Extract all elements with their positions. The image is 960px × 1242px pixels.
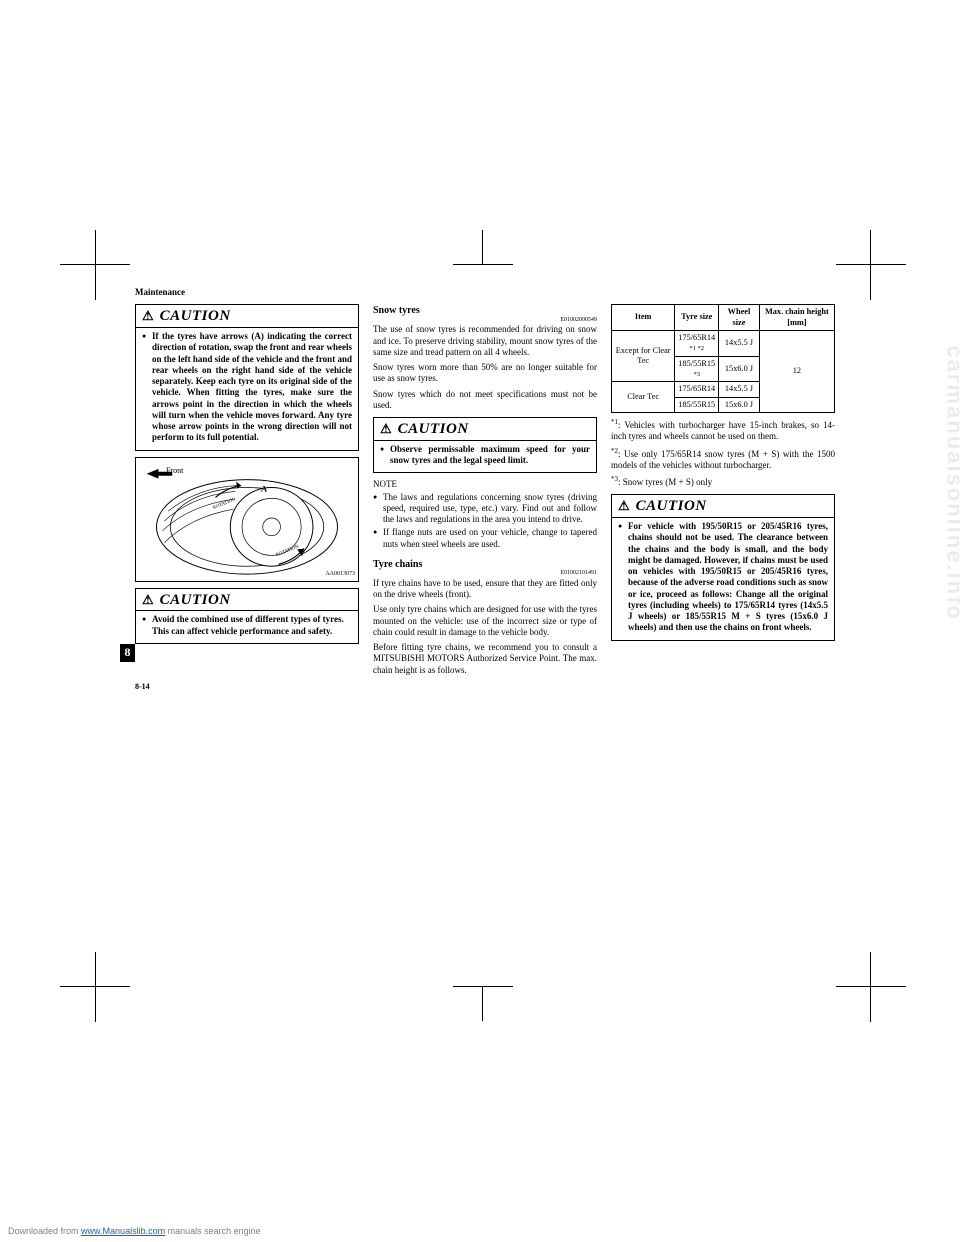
footnotes: *1: Vehicles with turbocharger have 15-i… xyxy=(611,418,835,488)
caution-box-4: ⚠ CAUTION For vehicle with 195/50R15 or … xyxy=(611,494,835,640)
caution-item: If the tyres have arrows (A) indicating … xyxy=(142,331,352,444)
table-header: Max. chain height [mm] xyxy=(759,305,834,331)
crop-mark xyxy=(482,986,483,1021)
note-label: NOTE xyxy=(373,479,597,490)
page-header: Maintenance xyxy=(135,287,835,298)
footnote: *2: Use only 175/65R14 snow tyres (M + S… xyxy=(611,447,835,472)
caution-box-1: ⚠ CAUTION If the tyres have arrows (A) i… xyxy=(135,304,359,450)
caution-box-2: ⚠ CAUTION Avoid the combined use of diff… xyxy=(135,588,359,644)
tyre-chains-code: E01002101491 xyxy=(373,570,597,578)
table-cell: 15x6.0 J xyxy=(719,397,760,412)
caution-box-3: ⚠ CAUTION Observe permissable maximum sp… xyxy=(373,417,597,473)
chapter-tab: 8 xyxy=(120,644,135,662)
warning-triangle-icon: ⚠ xyxy=(142,593,154,606)
body-paragraph: Snow tyres which do not meet specificati… xyxy=(373,389,597,412)
caution-item: Avoid the combined use of different type… xyxy=(142,614,352,637)
crop-mark xyxy=(836,986,906,987)
tyre-spec-table: Item Tyre size Wheel size Max. chain hei… xyxy=(611,304,835,413)
table-cell: Except for Clear Tec xyxy=(612,330,675,381)
caution-title: CAUTION xyxy=(636,497,707,516)
crop-mark xyxy=(95,952,96,1022)
bottom-watermark: Downloaded from www.Manualslib.com manua… xyxy=(8,1226,261,1236)
footnote: *1: Vehicles with turbocharger have 15-i… xyxy=(611,418,835,443)
body-paragraph: If tyre chains have to be used, ensure t… xyxy=(373,578,597,601)
tyre-illustration: A ROTATION ROTATION xyxy=(136,458,358,581)
crop-mark xyxy=(453,986,513,987)
column-1: ⚠ CAUTION If the tyres have arrows (A) i… xyxy=(135,304,359,680)
caution-item: Observe permissable maximum speed for yo… xyxy=(380,444,590,467)
table-cell: 175/65R14 xyxy=(675,382,719,397)
watermark-suffix: manuals search engine xyxy=(165,1226,261,1236)
table-header: Wheel size xyxy=(719,305,760,331)
body-paragraph: Snow tyres worn more than 50% are no lon… xyxy=(373,362,597,385)
caution-title: CAUTION xyxy=(398,420,469,439)
manualslib-link[interactable]: www.Manualslib.com xyxy=(81,1226,165,1236)
column-3: Item Tyre size Wheel size Max. chain hei… xyxy=(611,304,835,680)
figure-code: AA0013073 xyxy=(325,571,355,579)
side-watermark: carmanualsonline.info xyxy=(941,346,960,622)
footnote: *3: Snow tyres (M + S) only xyxy=(611,475,835,488)
body-paragraph: The use of snow tyres is recommended for… xyxy=(373,324,597,358)
figure-a-label: A xyxy=(261,483,268,493)
warning-triangle-icon: ⚠ xyxy=(618,499,630,512)
snow-tyres-code: E01002000549 xyxy=(373,317,597,325)
table-cell: 15x6.0 J xyxy=(719,356,760,382)
crop-mark xyxy=(836,264,906,265)
tyre-rotation-figure: A ROTATION ROTATION Front AA0013073 xyxy=(135,457,359,582)
snow-tyres-title: Snow tyres xyxy=(373,305,420,318)
caution-title: CAUTION xyxy=(160,307,231,326)
warning-triangle-icon: ⚠ xyxy=(142,309,154,322)
tyre-chains-title: Tyre chains xyxy=(373,559,422,572)
caution-title: CAUTION xyxy=(160,591,231,610)
table-cell: Clear Tec xyxy=(612,382,675,413)
crop-mark xyxy=(453,264,513,265)
watermark-prefix: Downloaded from xyxy=(8,1226,81,1236)
crop-mark xyxy=(870,952,871,1022)
table-header: Item xyxy=(612,305,675,331)
table-header: Tyre size xyxy=(675,305,719,331)
note-list: The laws and regulations concerning snow… xyxy=(373,492,597,550)
crop-mark xyxy=(482,230,483,265)
table-cell: 14x5.5 J xyxy=(719,382,760,397)
page-number: 8-14 xyxy=(135,682,150,692)
rotation-label: ROTATION xyxy=(212,497,237,511)
note-item: The laws and regulations concerning snow… xyxy=(373,492,597,526)
table-cell: 14x5.5 J xyxy=(719,330,760,356)
body-paragraph: Use only tyre chains which are designed … xyxy=(373,604,597,638)
warning-triangle-icon: ⚠ xyxy=(380,422,392,435)
body-paragraph: Before fitting tyre chains, we recommend… xyxy=(373,642,597,676)
table-cell: 185/55R15*3 xyxy=(675,356,719,382)
caution-item: For vehicle with 195/50R15 or 205/45R16 … xyxy=(618,521,828,634)
table-cell: 175/65R14*1 *2 xyxy=(675,330,719,356)
front-label: Front xyxy=(166,466,183,476)
crop-mark xyxy=(95,230,96,300)
page-content: Maintenance ⚠ CAUTION If the tyres have … xyxy=(135,287,835,680)
column-2: Snow tyres E01002000549 The use of snow … xyxy=(373,304,597,680)
table-cell: 185/55R15 xyxy=(675,397,719,412)
table-cell: 12 xyxy=(759,330,834,412)
note-item: If flange nuts are used on your vehicle,… xyxy=(373,527,597,550)
crop-mark xyxy=(870,230,871,300)
